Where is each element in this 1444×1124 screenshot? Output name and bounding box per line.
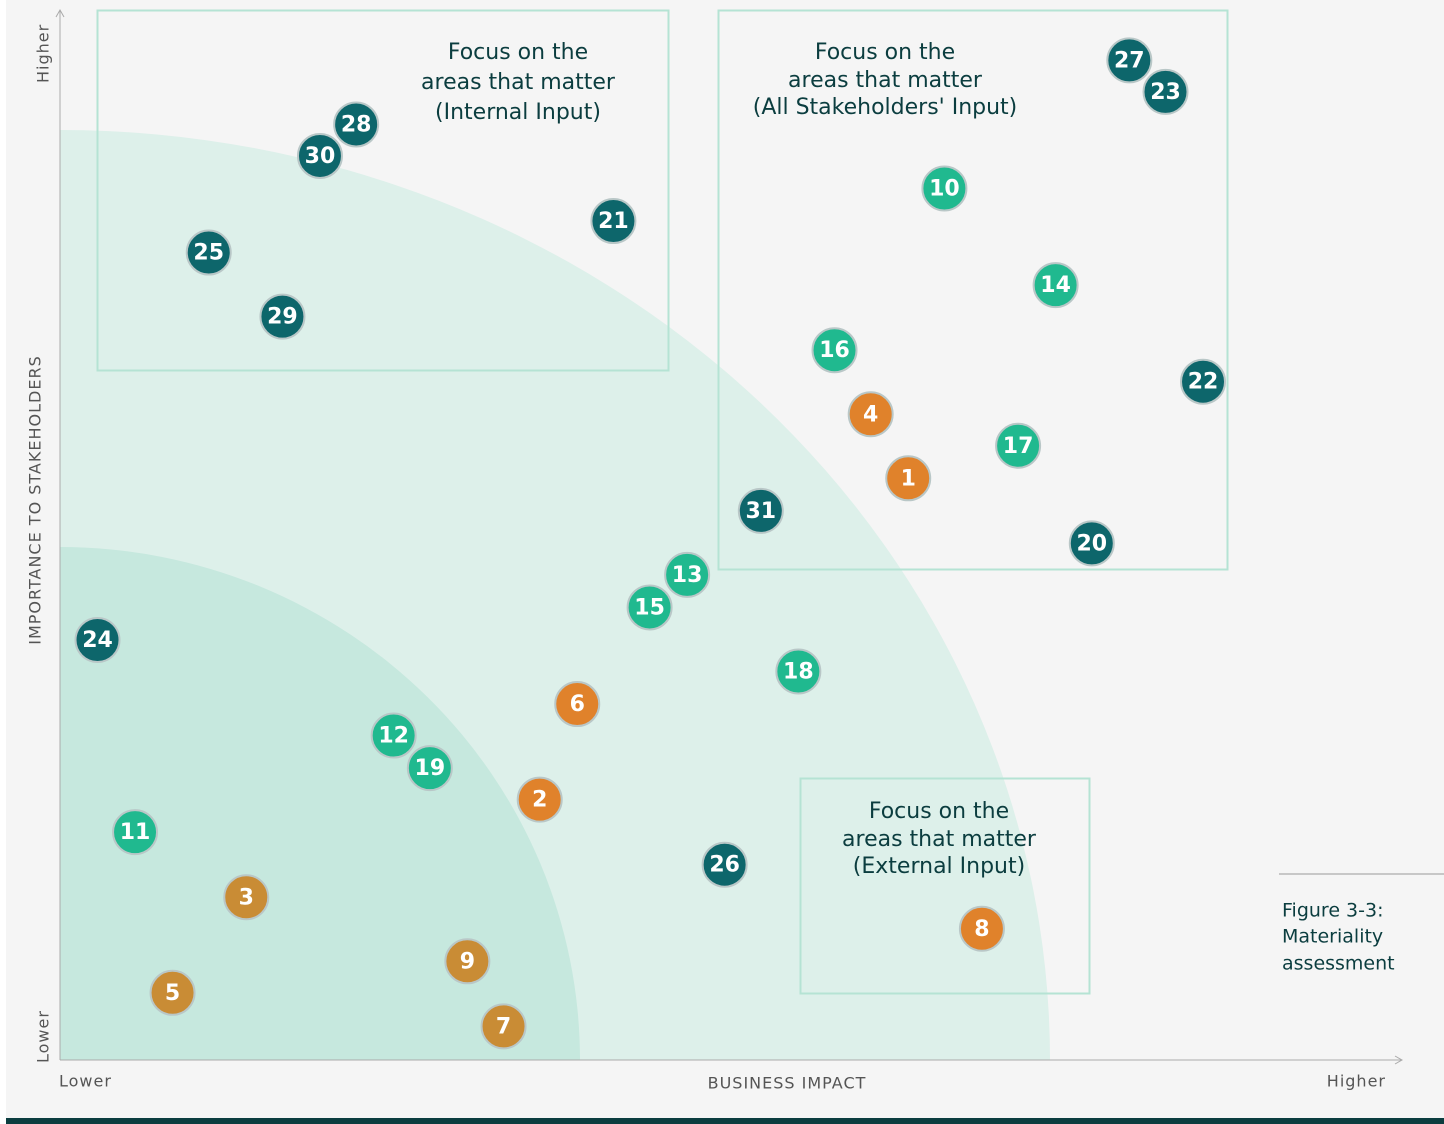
point-label: 21 — [598, 209, 629, 234]
inner-zone — [60, 547, 580, 1060]
point-label: 25 — [193, 241, 224, 266]
point-label: 22 — [1188, 370, 1219, 395]
annotation: (Internal Input) — [435, 100, 601, 125]
point — [185, 229, 232, 276]
point — [333, 101, 380, 148]
point — [995, 422, 1042, 469]
point-label: 1 — [901, 466, 916, 491]
y-axis-label: IMPORTANCE TO STAKEHOLDERS — [26, 355, 45, 644]
point-label: 27 — [1114, 48, 1145, 73]
point — [149, 969, 196, 1016]
point — [554, 681, 601, 728]
point — [1032, 262, 1079, 309]
point-label: 31 — [746, 499, 777, 524]
point — [1068, 520, 1115, 567]
caption: assessment — [1282, 953, 1395, 975]
point — [74, 617, 121, 663]
point — [223, 874, 270, 921]
point — [958, 905, 1005, 952]
x-high: Higher — [1327, 1072, 1386, 1091]
point — [370, 712, 417, 759]
annotation: Focus on the — [869, 799, 1009, 824]
point-label: 11 — [120, 820, 151, 845]
point — [701, 841, 748, 888]
point-label: 12 — [378, 724, 409, 749]
point-label: 13 — [672, 563, 703, 588]
point-label: 28 — [341, 112, 372, 137]
point-label: 9 — [460, 949, 475, 974]
point-label: 23 — [1150, 80, 1181, 105]
point-label: 14 — [1040, 273, 1071, 298]
point — [626, 584, 673, 631]
point-label: 3 — [239, 885, 254, 910]
x-axis-label: BUSINESS IMPACT — [708, 1074, 867, 1093]
point-label: 29 — [267, 305, 298, 330]
point-label: 16 — [819, 338, 850, 363]
annotation: areas that matter — [788, 68, 983, 93]
point — [775, 648, 822, 695]
footer-bar — [6, 1118, 1444, 1124]
annotation: (All Stakeholders' Input) — [753, 95, 1018, 120]
point — [444, 938, 491, 985]
point — [664, 551, 711, 598]
point-label: 8 — [974, 917, 989, 942]
annotation: Focus on the — [815, 40, 955, 65]
point — [885, 455, 932, 502]
point — [921, 165, 968, 212]
point-label: 2 — [532, 788, 547, 813]
point — [847, 391, 894, 438]
point-label: 5 — [165, 981, 180, 1006]
point — [1106, 37, 1153, 84]
focus-box — [717, 9, 1229, 571]
point — [296, 132, 343, 179]
point-label: 18 — [783, 660, 814, 685]
point-label: 30 — [305, 144, 336, 169]
annotation: areas that matter — [842, 827, 1037, 852]
annotation: (External Input) — [853, 854, 1025, 879]
point-label: 26 — [709, 853, 740, 878]
point-label: 24 — [82, 628, 113, 653]
point-label: 19 — [415, 756, 446, 781]
y-high: Higher — [34, 24, 53, 83]
point-label: 6 — [570, 692, 585, 717]
annotation: Focus on the — [448, 40, 588, 65]
point — [259, 293, 306, 340]
x-arrow — [1394, 1055, 1404, 1065]
point — [406, 745, 453, 792]
point — [516, 776, 563, 823]
point-label: 15 — [634, 595, 665, 620]
point — [811, 327, 858, 374]
point — [737, 487, 784, 534]
point-label: 7 — [496, 1014, 511, 1039]
point-label: 20 — [1076, 531, 1107, 556]
x-low: Lower — [59, 1072, 112, 1091]
point — [480, 1003, 527, 1050]
point — [590, 198, 637, 245]
point — [1142, 68, 1189, 115]
point — [112, 809, 159, 856]
point-label: 10 — [929, 177, 960, 202]
focus-box — [96, 9, 670, 372]
point-label: 4 — [863, 402, 878, 427]
caption: Figure 3-3: — [1282, 900, 1384, 922]
y-low: Lower — [34, 1010, 53, 1063]
caption: Materiality — [1282, 926, 1383, 948]
annotation: areas that matter — [421, 70, 616, 95]
focus-box — [799, 777, 1091, 995]
point — [1180, 358, 1227, 405]
point-label: 17 — [1003, 434, 1034, 459]
y-arrow — [55, 8, 65, 18]
